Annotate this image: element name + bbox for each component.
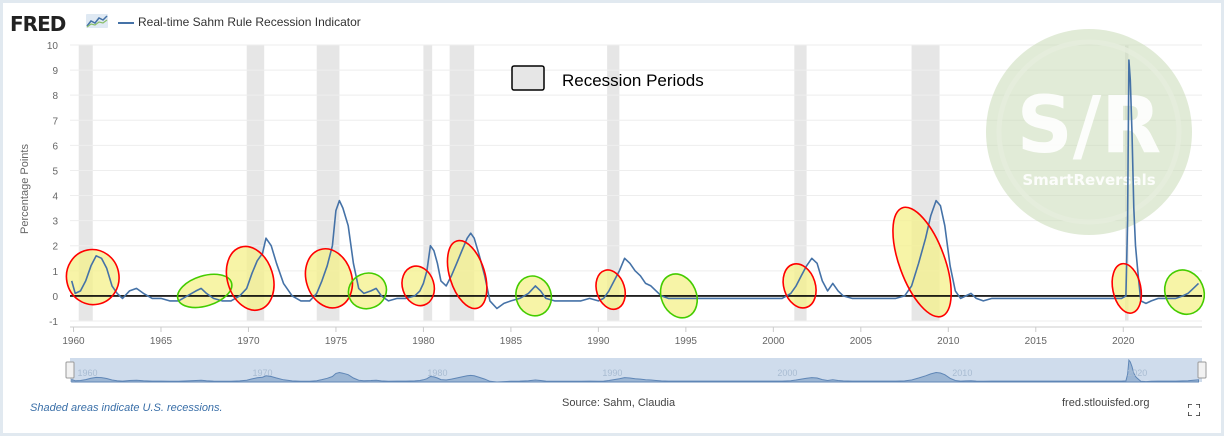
- x-axis-ticks: 1960 1965 1970 1975 1980 1985 1990 1995 2000 2005…: [62, 326, 1202, 347]
- recession-band: [794, 45, 807, 321]
- navigator-label: 1970: [252, 368, 272, 378]
- recession-legend-label: Recession Periods: [562, 71, 704, 90]
- y-tick-label: 4: [52, 192, 58, 203]
- x-tick-label: 1970: [237, 336, 260, 347]
- x-tick-label: 2020: [1112, 336, 1135, 347]
- fullscreen-icon[interactable]: [1188, 404, 1200, 416]
- navigator-label: 2000: [777, 368, 797, 378]
- x-tick-label: 1985: [500, 336, 523, 347]
- navigator-label: 1960: [77, 368, 97, 378]
- x-tick-label: 1975: [325, 336, 348, 347]
- red-marker-fill: [66, 249, 120, 305]
- red-marker-ellipse: [401, 265, 436, 307]
- navigator-left-handle[interactable]: [65, 361, 75, 379]
- marker-outlines: [65, 206, 1206, 319]
- x-tick-label: 2000: [762, 336, 785, 347]
- red-marker-ellipse: [225, 245, 275, 312]
- x-tick-label: 1990: [587, 336, 610, 347]
- green-marker-fill: [1164, 270, 1205, 315]
- fred-graph-icon: [86, 14, 108, 28]
- recession-legend-swatch: [511, 65, 545, 91]
- red-marker-ellipse: [65, 248, 120, 306]
- red-marker-ellipse: [304, 248, 354, 309]
- yellow-marker-fill: [892, 207, 952, 317]
- fred-logo[interactable]: FRED: [10, 12, 66, 36]
- green-marker-ellipse: [515, 275, 553, 317]
- series-title[interactable]: Real-time Sahm Rule Recession Indicator: [138, 15, 361, 29]
- x-tick-label: 2005: [850, 336, 873, 347]
- recession-band: [607, 45, 620, 321]
- watermark-letters: S/R: [1017, 81, 1162, 171]
- smartreversals-watermark: S/R SmartReversals: [986, 29, 1192, 235]
- green-marker-ellipse: [176, 273, 233, 309]
- y-axis-ticks: -1 0 1 2 3 4 5 6 7 8 9 10: [47, 41, 59, 328]
- red-marker-ellipse: [595, 269, 627, 311]
- y-tick-label: -1: [49, 317, 58, 328]
- red-marker-fill: [402, 266, 435, 306]
- green-marker-ellipse: [659, 273, 699, 319]
- y-tick-label: 10: [47, 41, 59, 52]
- y-tick-label: 6: [52, 141, 58, 152]
- navigator-label: 1980: [427, 368, 447, 378]
- x-tick-label: 1960: [62, 336, 85, 347]
- source-text: Source: Sahm, Claudia: [562, 397, 676, 409]
- y-axis-label: Percentage Points: [19, 144, 31, 234]
- navigator-label: 2010: [952, 368, 972, 378]
- red-marker-ellipse: [782, 263, 817, 309]
- red-marker-fill: [596, 270, 626, 310]
- recession-band: [423, 45, 433, 321]
- navigator-label: 2020: [1127, 368, 1147, 378]
- y-tick-label: 3: [52, 217, 58, 228]
- navigator-right-handle[interactable]: [1197, 361, 1207, 379]
- green-marker-ellipse: [1163, 269, 1206, 316]
- watermark-name: SmartReversals: [1022, 171, 1155, 189]
- recession-footnote: Shaded areas indicate U.S. recessions.: [30, 402, 223, 414]
- red-marker-fill: [305, 248, 353, 308]
- y-tick-label: 5: [52, 166, 58, 177]
- y-tick-label: 7: [52, 116, 58, 127]
- y-tick-label: 8: [52, 91, 58, 102]
- y-tick-label: 9: [52, 66, 58, 77]
- navigator-series: [71, 358, 1199, 383]
- red-marker-ellipse: [1111, 262, 1143, 314]
- x-tick-label: 1980: [412, 336, 435, 347]
- navigator-label: 1990: [602, 368, 622, 378]
- x-tick-label: 2015: [1025, 336, 1048, 347]
- yellow-marker-ellipse: [892, 206, 952, 318]
- sahm-indicator-line[interactable]: [70, 59, 1200, 310]
- recession-legend: Recession Periods: [511, 65, 704, 91]
- x-tick-label: 1995: [675, 336, 698, 347]
- x-tick-label: 1965: [150, 336, 173, 347]
- range-navigator[interactable]: 1960 1970 1980 1990 2000 2010 2020: [65, 358, 1207, 383]
- red-marker-fill: [783, 263, 817, 308]
- y-tick-label: 1: [52, 267, 58, 278]
- fred-site-link[interactable]: fred.stlouisfed.org: [1062, 397, 1150, 409]
- navigator-labels: 1960 1970 1980 1990 2000 2010 2020: [77, 368, 1147, 378]
- y-tick-label: 2: [52, 242, 58, 253]
- green-marker-ellipse: [347, 272, 388, 310]
- red-marker-ellipse: [446, 239, 488, 310]
- x-tick-label: 2010: [937, 336, 960, 347]
- series-legend-swatch: [118, 22, 134, 24]
- red-marker-fill: [447, 240, 487, 309]
- y-tick-label: 0: [52, 292, 58, 303]
